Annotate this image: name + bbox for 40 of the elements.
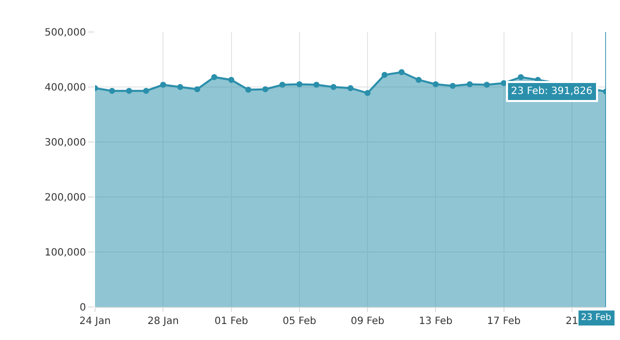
y-tick-label: 200,000 — [44, 192, 86, 204]
point — [518, 74, 524, 80]
point — [177, 84, 184, 90]
point — [364, 90, 371, 96]
point — [313, 82, 320, 88]
point — [398, 69, 405, 76]
point — [330, 84, 336, 90]
point — [382, 72, 388, 78]
point — [160, 82, 166, 88]
ref-line-label: 23 Feb — [581, 313, 612, 323]
point — [484, 82, 490, 88]
point — [109, 88, 116, 94]
point — [279, 82, 286, 88]
point — [466, 81, 473, 88]
annotation: 23 Feb: 391,826 — [511, 86, 593, 97]
x-tick-label: 28 Jan — [147, 316, 179, 327]
y-tick-label: 400,000 — [44, 82, 86, 94]
x-tick-label: 24 Jan — [79, 316, 111, 327]
point — [211, 74, 218, 80]
point — [416, 76, 422, 83]
point — [262, 86, 268, 92]
y-tick-label: 500,000 — [44, 28, 86, 38]
point — [348, 85, 354, 92]
point — [296, 81, 302, 88]
x-tick-label: 17 Feb — [486, 316, 521, 327]
x-tick-label: 09 Feb — [350, 316, 384, 327]
x-tick-label: 13 Feb — [418, 316, 452, 327]
point — [194, 86, 200, 92]
y-tick-label: 100,000 — [44, 248, 86, 258]
x-tick-label: 05 Feb — [282, 316, 316, 327]
y-tick-label: 0 — [80, 302, 86, 314]
x-tick-label: 21 — [566, 316, 578, 327]
point — [245, 86, 252, 93]
y-tick-label: 300,000 — [44, 138, 86, 148]
x-tick-label: 01 Feb — [214, 316, 248, 327]
point — [450, 82, 456, 89]
point — [228, 76, 234, 83]
point — [432, 81, 439, 88]
point — [143, 88, 150, 94]
point — [126, 88, 132, 94]
